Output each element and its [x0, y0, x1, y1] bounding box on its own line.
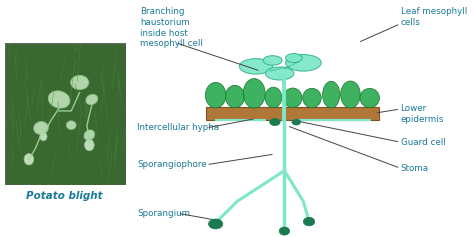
- Ellipse shape: [283, 88, 302, 108]
- Ellipse shape: [323, 81, 340, 108]
- Ellipse shape: [71, 75, 89, 90]
- Ellipse shape: [86, 94, 98, 105]
- Circle shape: [40, 132, 47, 141]
- Text: Intercellular hypha: Intercellular hypha: [137, 123, 219, 132]
- Ellipse shape: [292, 119, 301, 125]
- Ellipse shape: [265, 67, 294, 80]
- Text: Branching
haustorium
inside host
mesophyll cell: Branching haustorium inside host mesophy…: [140, 7, 203, 48]
- Ellipse shape: [263, 56, 282, 65]
- Ellipse shape: [285, 54, 302, 63]
- Ellipse shape: [341, 81, 360, 108]
- Ellipse shape: [270, 118, 280, 126]
- Ellipse shape: [48, 91, 70, 108]
- Ellipse shape: [205, 82, 226, 108]
- Ellipse shape: [303, 217, 315, 226]
- Ellipse shape: [239, 59, 273, 74]
- Ellipse shape: [209, 219, 223, 229]
- Text: Sporangium: Sporangium: [137, 209, 191, 218]
- Ellipse shape: [360, 88, 379, 108]
- Ellipse shape: [226, 85, 245, 108]
- Ellipse shape: [285, 55, 321, 71]
- Text: Leaf mesophyll
cells: Leaf mesophyll cells: [401, 7, 467, 27]
- Text: Sporangiophore: Sporangiophore: [137, 160, 207, 169]
- Ellipse shape: [302, 88, 321, 108]
- Text: Potato blight: Potato blight: [26, 191, 102, 201]
- Ellipse shape: [243, 79, 265, 108]
- Ellipse shape: [265, 87, 282, 108]
- Text: Guard cell: Guard cell: [401, 138, 445, 147]
- Circle shape: [24, 154, 34, 165]
- Circle shape: [84, 139, 94, 151]
- Ellipse shape: [84, 130, 95, 140]
- Ellipse shape: [34, 122, 48, 134]
- Ellipse shape: [279, 227, 290, 235]
- Ellipse shape: [66, 121, 76, 129]
- Text: Stoma: Stoma: [401, 164, 428, 173]
- Text: Lower
epidermis: Lower epidermis: [401, 104, 444, 124]
- Bar: [206, 107, 379, 120]
- FancyBboxPatch shape: [5, 43, 126, 185]
